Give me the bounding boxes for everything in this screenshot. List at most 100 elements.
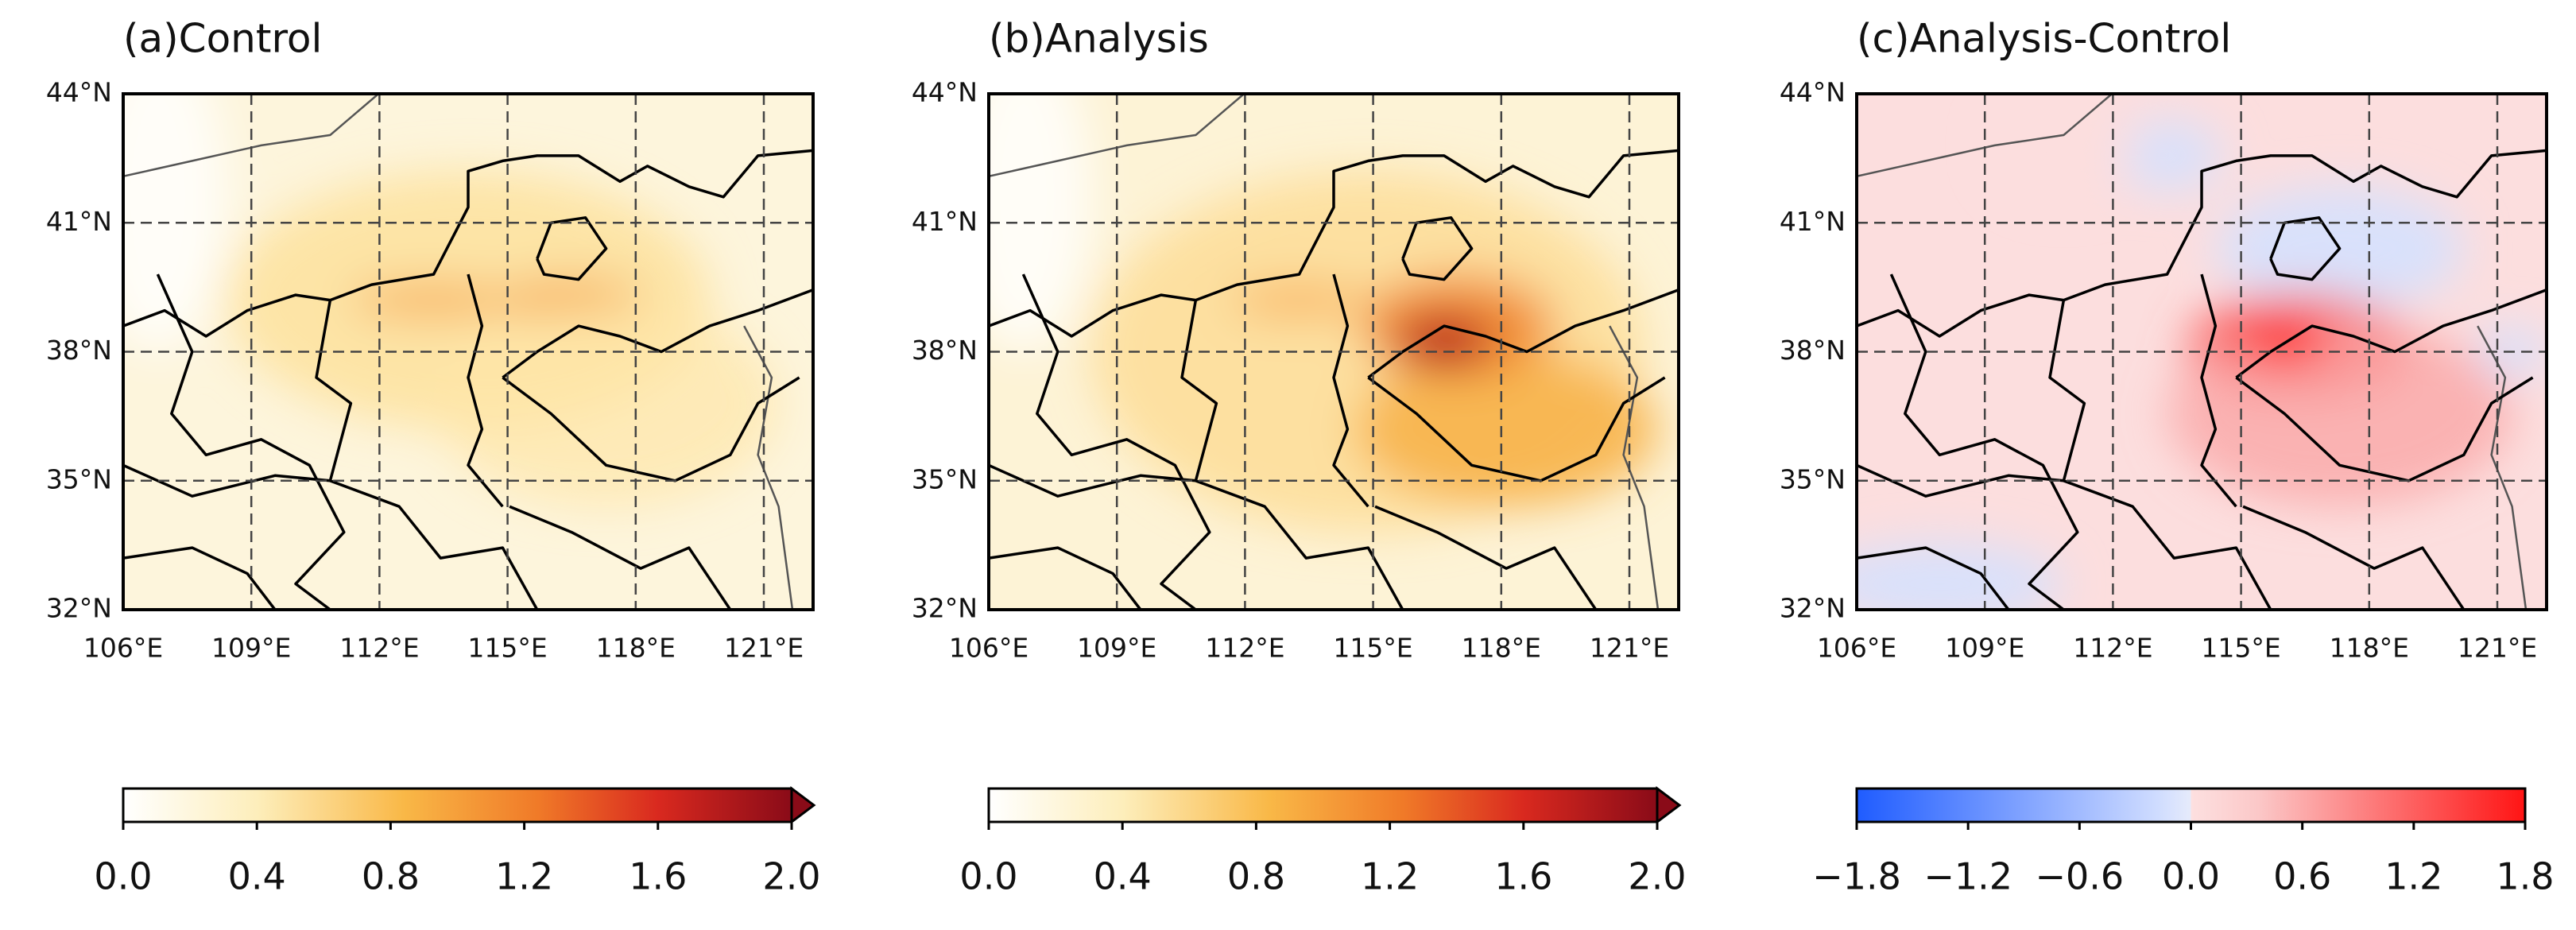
lat-label: 44°N (1780, 77, 1846, 108)
colorbar-tick-label: 0.0 (94, 855, 152, 898)
field-blob (1994, 94, 2133, 197)
lat-label: 38°N (912, 335, 978, 366)
lat-label: 41°N (46, 206, 112, 237)
lat-label: 35°N (1780, 463, 1846, 494)
panel: (a)Control 106°E 109°E 112°E 115°E 118°E 121°E… (46, 16, 821, 898)
map-frame (987, 92, 1680, 611)
province-border (315, 300, 353, 482)
lon-label: 118°E (2330, 633, 2409, 664)
lon-label: 112°E (2073, 633, 2152, 664)
lon-label: 109°E (211, 633, 291, 664)
lon-label: 121°E (1590, 633, 1669, 664)
colorbar-tick-label: 1.2 (1361, 855, 1419, 898)
lat-label: 35°N (46, 463, 112, 494)
lon-label: 109°E (1945, 633, 2024, 664)
province-border (1021, 273, 1211, 610)
colorbar-tick-label: 2.0 (762, 855, 820, 898)
colorbar-tick-label: 1.2 (495, 855, 553, 898)
colorbar-tick-label: 0.6 (2273, 855, 2331, 898)
lon-label: 118°E (596, 633, 676, 664)
lat-label: 44°N (912, 77, 978, 108)
lon-label: 112°E (1205, 633, 1284, 664)
province-border (2048, 300, 2086, 482)
province-border (2242, 505, 2466, 610)
colorbar-outline (987, 787, 1657, 823)
province-border (1889, 273, 2079, 610)
colorbar-tick-label: −1.8 (1812, 855, 1901, 898)
map (122, 92, 815, 611)
map (987, 92, 1680, 611)
province-border (502, 288, 813, 379)
field-blob (433, 300, 779, 507)
colorbar-tick-label: −1.2 (1923, 855, 2012, 898)
lon-label: 106°E (83, 633, 163, 664)
colorbar-tick-label: 1.2 (2384, 855, 2442, 898)
lon-label: 112°E (339, 633, 419, 664)
colorbar-tick-label: 0.0 (959, 855, 1017, 898)
lon-label: 115°E (467, 633, 547, 664)
province-border (467, 273, 504, 508)
field-blobs (989, 94, 1658, 533)
colorbar-fill (123, 789, 792, 822)
lon-label: 121°E (2458, 633, 2537, 664)
colorbar-tick-label: 1.6 (1494, 855, 1552, 898)
colorbar-tick-label: 0.8 (362, 855, 420, 898)
colorbar-tick-label: 0.8 (1227, 855, 1285, 898)
map-field (1857, 94, 2547, 610)
province-border (1857, 546, 2010, 610)
lat-label: 41°N (912, 206, 978, 237)
colorbar-tick-label: 0.4 (228, 855, 286, 898)
colorbar: 0.0 0.4 0.8 1.2 1.6 2.0 (959, 786, 1687, 898)
province-border (156, 273, 346, 610)
map-frame (122, 92, 815, 611)
map (1855, 92, 2548, 611)
lon-label: 106°E (949, 633, 1028, 664)
coastline (743, 325, 794, 610)
colorbar-tick-label: 0.4 (1094, 855, 1152, 898)
colorbar-extend (1656, 786, 1682, 824)
lon-label: 118°E (1462, 633, 1541, 664)
lat-label: 38°N (1780, 335, 1846, 366)
field-blob (1230, 285, 1369, 316)
lat-label: 38°N (46, 335, 112, 366)
colorbar: −1.8 −1.2 −0.6 0.0 0.6 1.2 1.8 (1812, 787, 2555, 898)
panel-title: (a)Control (123, 16, 322, 62)
province-border (1367, 288, 1679, 379)
coastline (123, 94, 380, 178)
panel: (b)Analysis 106°E 109°E 112°E 115°E 118°E 121°… (912, 16, 1687, 898)
field-blob (1857, 542, 2064, 610)
province-border (509, 505, 732, 610)
field-blob (2112, 119, 2223, 192)
field-blob (1354, 351, 1658, 507)
lon-label: 121°E (724, 633, 804, 664)
coastline (1609, 325, 1660, 610)
province-border (123, 463, 539, 610)
colorbar: 0.0 0.4 0.8 1.2 1.6 2.0 (94, 786, 821, 898)
province-border (2235, 288, 2547, 379)
province-border (1374, 505, 1598, 610)
province-border (1857, 463, 2272, 610)
colorbar-tick-label: 1.6 (629, 855, 687, 898)
field-blob (2167, 320, 2512, 507)
province-border (1180, 300, 1218, 482)
map-field (989, 94, 1679, 610)
lon-label: 115°E (1333, 633, 1412, 664)
lat-label: 41°N (1780, 206, 1846, 237)
colorbar-extend (790, 786, 816, 824)
panel: (c)Analysis-Control 106°E 109°E 112°E 115°E 1… (1780, 16, 2555, 898)
province-border (2200, 273, 2237, 508)
colorbar-fill (989, 789, 1657, 822)
lon-label: 109°E (1077, 633, 1156, 664)
field-blob (351, 285, 517, 316)
lon-label: 106°E (1817, 633, 1896, 664)
province-border (989, 149, 1679, 338)
colorbar-fill (1857, 789, 2525, 822)
lat-label: 32°N (46, 593, 112, 624)
lat-label: 32°N (912, 593, 978, 624)
panel-title: (b)Analysis (989, 16, 1209, 62)
map-frame (1855, 92, 2548, 611)
coastline (2477, 325, 2528, 610)
coastline (1857, 94, 2113, 178)
panel-title: (c)Analysis-Control (1857, 16, 2231, 62)
